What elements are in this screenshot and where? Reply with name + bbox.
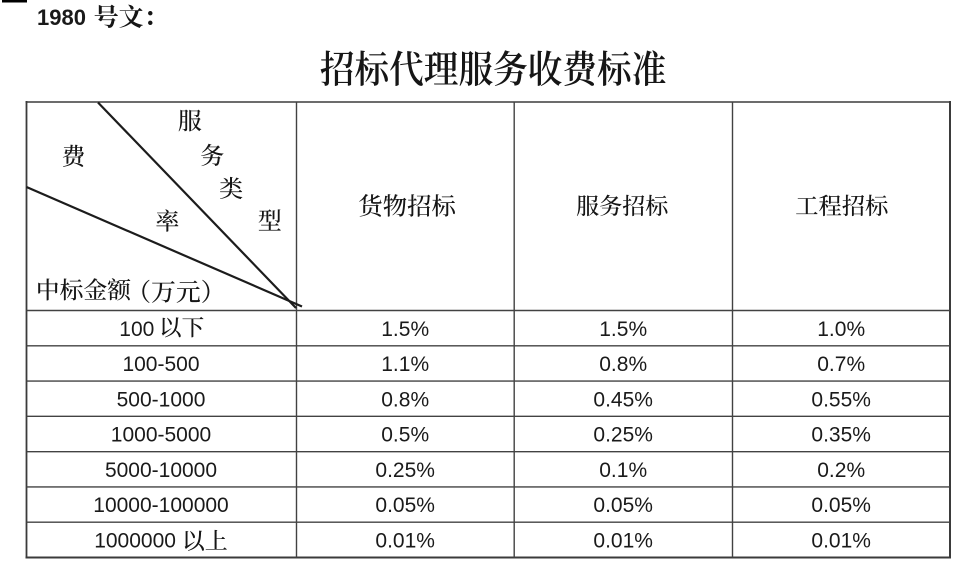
svg-text:5000-10000: 5000-10000	[105, 459, 217, 482]
svg-text:1000-5000: 1000-5000	[111, 424, 211, 447]
svg-text:100: 100	[119, 318, 154, 341]
svg-text:0.5%: 0.5%	[381, 424, 429, 447]
svg-text:1.5%: 1.5%	[381, 318, 429, 341]
svg-text:100-500: 100-500	[122, 353, 199, 376]
svg-text:0.05%: 0.05%	[811, 494, 871, 517]
svg-text:500-1000: 500-1000	[117, 388, 206, 411]
svg-text:0.01%: 0.01%	[593, 530, 653, 553]
svg-text:0.55%: 0.55%	[811, 388, 871, 411]
svg-text:0.2%: 0.2%	[817, 459, 865, 482]
svg-text:1980: 1980	[37, 5, 86, 30]
svg-text:1.1%: 1.1%	[381, 353, 429, 376]
svg-text:1000000: 1000000	[94, 530, 176, 553]
svg-text:0.1%: 0.1%	[599, 459, 647, 482]
svg-text:10000-100000: 10000-100000	[93, 494, 228, 517]
svg-text:0.25%: 0.25%	[375, 459, 435, 482]
svg-text:1.5%: 1.5%	[599, 318, 647, 341]
svg-text:0.8%: 0.8%	[381, 388, 429, 411]
svg-text:0.05%: 0.05%	[375, 494, 435, 517]
svg-text:1.0%: 1.0%	[817, 318, 865, 341]
svg-text:0.25%: 0.25%	[593, 424, 653, 447]
svg-text:0.01%: 0.01%	[375, 530, 435, 553]
svg-text:0.35%: 0.35%	[811, 424, 871, 447]
svg-text:0.05%: 0.05%	[593, 494, 653, 517]
svg-text:0.01%: 0.01%	[811, 530, 871, 553]
svg-text:0.7%: 0.7%	[817, 353, 865, 376]
svg-text:0.8%: 0.8%	[599, 353, 647, 376]
svg-text:0.45%: 0.45%	[593, 388, 653, 411]
